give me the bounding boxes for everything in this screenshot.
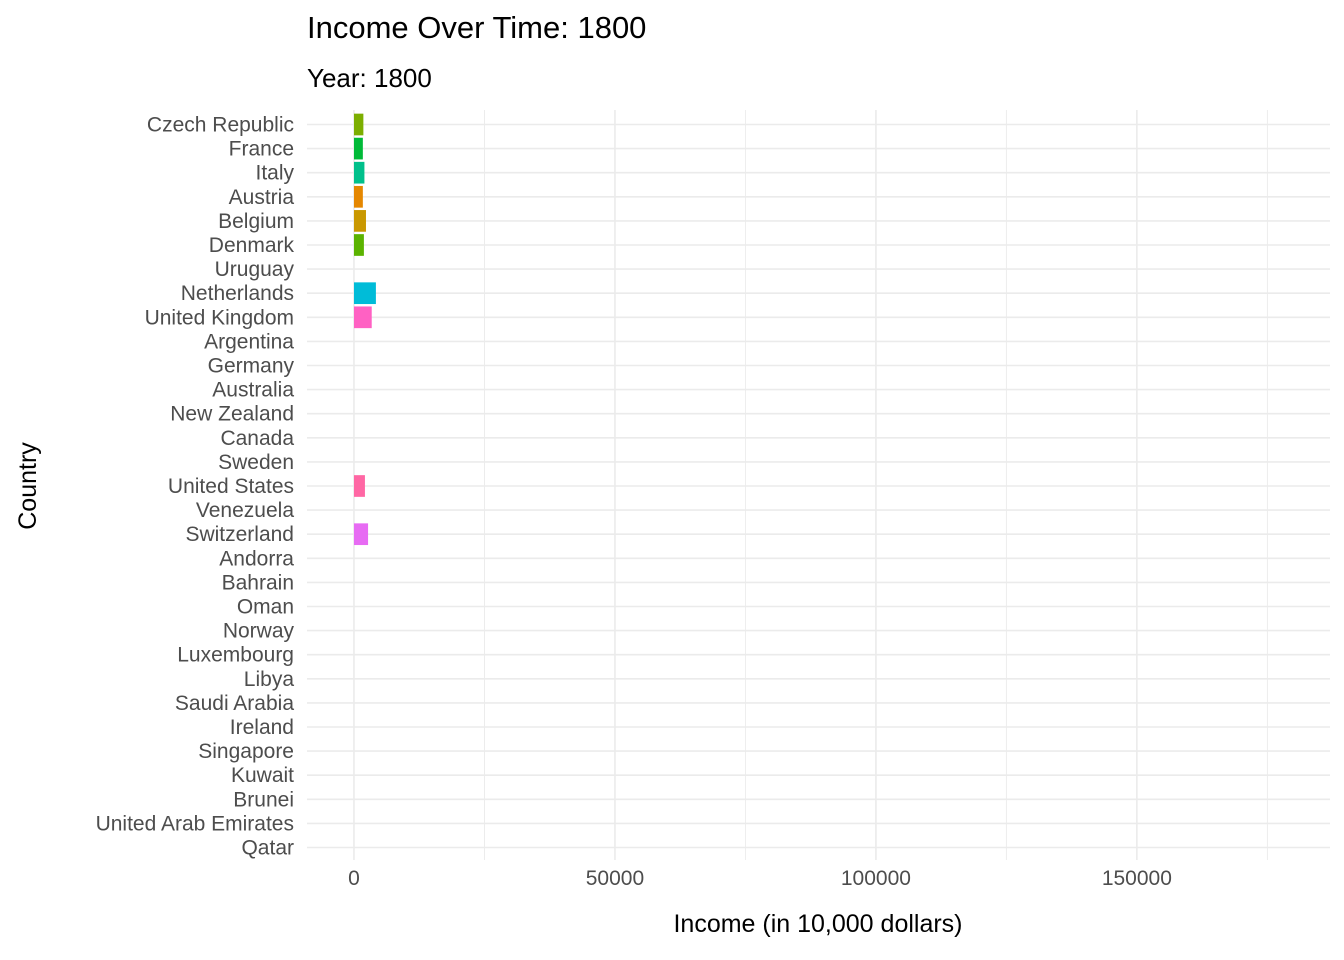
category-label: New Zealand	[170, 403, 294, 426]
category-label: United States	[168, 475, 294, 498]
x-tick-label: 0	[348, 867, 360, 890]
category-label: United Kingdom	[145, 306, 294, 329]
category-label: Brunei	[233, 788, 294, 811]
category-label: Bahrain	[222, 571, 294, 594]
category-label: Ireland	[230, 716, 294, 739]
bar	[353, 306, 372, 329]
bar	[353, 185, 363, 208]
bar	[353, 523, 369, 546]
category-label: Australia	[212, 379, 294, 402]
category-label: Venezuela	[196, 499, 294, 522]
y-axis-title: Country	[14, 442, 42, 530]
bar	[353, 210, 366, 232]
x-axis-title: Income (in 10,000 dollars)	[673, 910, 962, 938]
x-tick-labels: 0 50000 100000 150000	[348, 867, 1172, 890]
category-label: Switzerland	[185, 523, 294, 546]
category-label: Norway	[223, 620, 295, 643]
x-tick-label: 100000	[841, 867, 911, 890]
chart-subtitle: Year: 1800	[307, 63, 432, 93]
category-label: Uruguay	[215, 258, 295, 281]
bars	[353, 113, 376, 546]
x-tick-label: 150000	[1102, 867, 1172, 890]
bar	[353, 161, 365, 184]
category-label: Netherlands	[181, 282, 294, 305]
bar	[353, 282, 376, 305]
category-label: Libya	[244, 668, 295, 691]
bar	[353, 475, 365, 497]
category-label: Argentina	[204, 330, 294, 353]
chart-title: Income Over Time: 1800	[307, 10, 647, 45]
category-label: Italy	[255, 162, 294, 185]
category-label: Saudi Arabia	[175, 692, 294, 715]
category-label: Austria	[229, 186, 295, 209]
category-label: Denmark	[209, 234, 295, 257]
category-label: Germany	[208, 355, 295, 378]
grid-lines	[307, 110, 1330, 860]
category-label: Oman	[237, 596, 294, 619]
category-label: Canada	[220, 427, 294, 450]
category-label: Qatar	[241, 837, 294, 860]
category-label: Belgium	[218, 210, 294, 233]
category-labels: Czech RepublicFranceItalyAustriaBelgiumD…	[96, 114, 295, 860]
category-label: Czech Republic	[147, 114, 294, 137]
category-label: Luxembourg	[177, 644, 294, 667]
category-label: Singapore	[198, 740, 294, 763]
bar	[353, 137, 363, 160]
category-label: Kuwait	[231, 764, 294, 787]
category-label: United Arab Emirates	[96, 812, 294, 835]
bar	[353, 234, 364, 256]
category-label: France	[229, 138, 294, 161]
category-label: Andorra	[219, 547, 294, 570]
bar	[353, 113, 364, 136]
category-label: Sweden	[218, 451, 294, 474]
x-tick-label: 50000	[586, 867, 644, 890]
